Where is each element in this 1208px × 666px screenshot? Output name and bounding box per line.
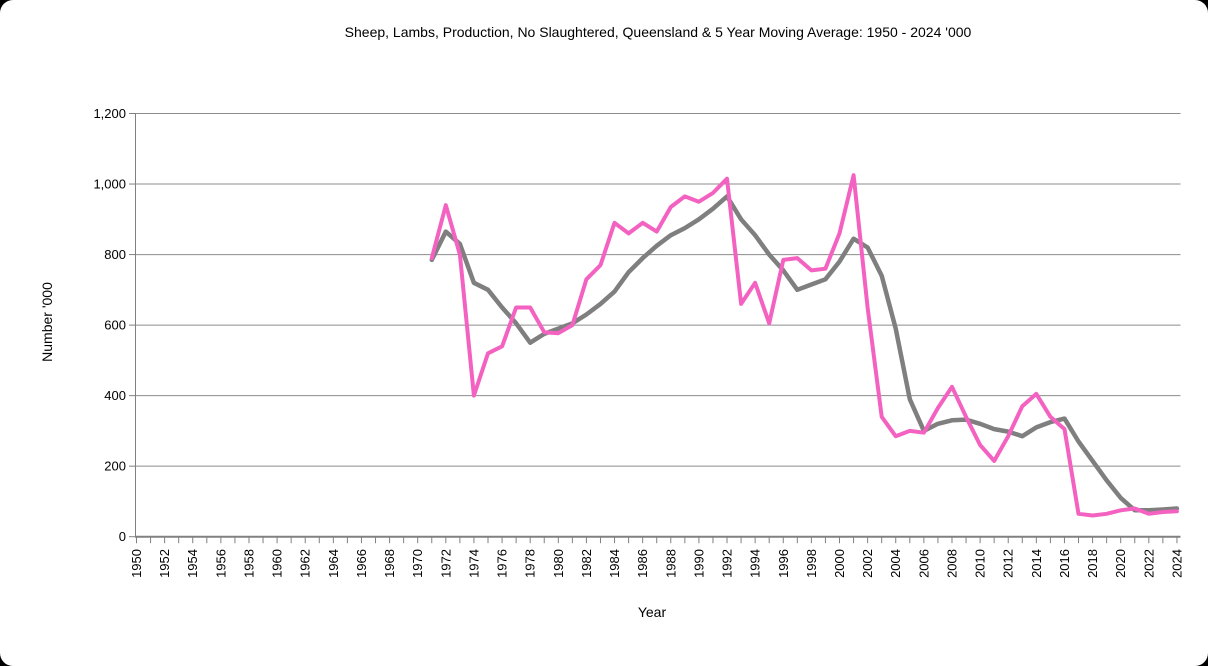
x-tick-label: 1950 <box>129 549 144 578</box>
y-tick-label: 400 <box>104 388 126 403</box>
x-tick-label: 1956 <box>213 549 228 578</box>
x-tick-label: 1976 <box>495 549 510 578</box>
x-tick-label: 1982 <box>579 549 594 578</box>
x-tick-label: 1966 <box>354 549 369 578</box>
x-tick-label: 1974 <box>466 549 481 578</box>
x-tick-label: 1958 <box>241 549 256 578</box>
y-tick-label: 600 <box>104 318 126 333</box>
x-tick-label: 1952 <box>157 549 172 578</box>
x-tick-label: 2008 <box>944 549 959 578</box>
x-tick-label: 1996 <box>776 549 791 578</box>
x-tick-label: 1970 <box>410 549 425 578</box>
y-tick-label: 1,000 <box>93 177 126 192</box>
x-tick-label: 2024 <box>1169 549 1184 578</box>
y-tick-label: 0 <box>119 529 126 544</box>
x-tick-label: 2004 <box>888 549 903 578</box>
x-tick-label: 1954 <box>185 549 200 578</box>
series-line-5-year-moving-average <box>429 194 1180 513</box>
x-tick-label: 1978 <box>523 549 538 578</box>
x-tick-label: 2014 <box>1029 549 1044 578</box>
x-tick-label: 2020 <box>1113 549 1128 578</box>
x-tick-label: 2012 <box>1001 549 1016 578</box>
x-tick-label: 1960 <box>270 549 285 578</box>
x-tick-label: 1962 <box>298 549 313 578</box>
x-tick-label: 1972 <box>438 549 453 578</box>
series-line-no-slaughtered-queensland <box>429 173 1179 518</box>
x-tick-label: 2018 <box>1085 549 1100 578</box>
x-tick-label: 2000 <box>832 549 847 578</box>
y-tick-label: 800 <box>104 247 126 262</box>
x-tick-label: 1986 <box>635 549 650 578</box>
x-tick-label: 2010 <box>973 549 988 578</box>
y-tick-label: 1,200 <box>93 106 126 121</box>
x-tick-label: 1994 <box>748 549 763 578</box>
chart-title: Sheep, Lambs, Production, No Slaughtered… <box>344 24 972 40</box>
x-tick-label: 2016 <box>1057 549 1072 578</box>
x-tick-label: 1968 <box>382 549 397 578</box>
x-tick-label: 2022 <box>1141 549 1156 578</box>
x-tick-label: 1984 <box>607 549 622 578</box>
x-tick-label: 1992 <box>720 549 735 578</box>
x-tick-label: 2006 <box>916 549 931 578</box>
x-tick-label: 1964 <box>326 549 341 578</box>
x-tick-label: 1980 <box>551 549 566 578</box>
x-tick-label: 1988 <box>663 549 678 578</box>
x-axis-title: Year <box>637 604 667 620</box>
x-tick-label: 2002 <box>860 549 875 578</box>
x-tick-label: 1990 <box>691 549 706 578</box>
y-tick-label: 200 <box>104 459 126 474</box>
x-tick-label: 1998 <box>804 549 819 578</box>
